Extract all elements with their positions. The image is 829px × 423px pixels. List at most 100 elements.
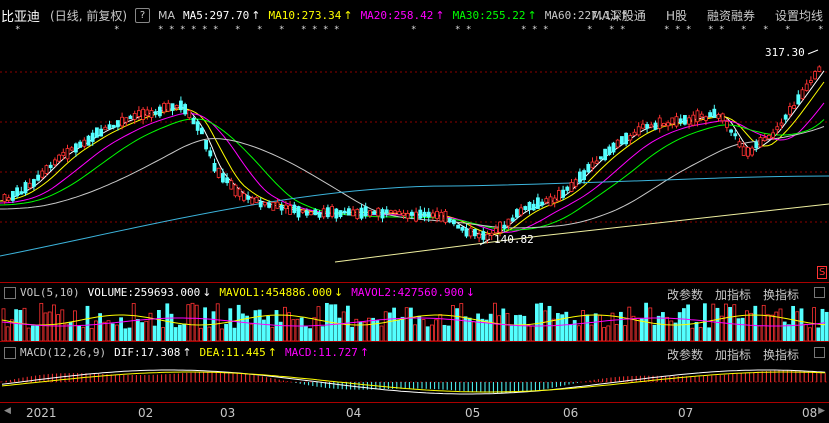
macd-edit-params-button[interactable]: 改参数 xyxy=(666,348,703,362)
volume-bar xyxy=(98,313,102,341)
volume-bar xyxy=(144,320,149,341)
scroll-left-icon[interactable]: ◀ xyxy=(4,406,11,416)
stock-name[interactable]: 比亚迪 xyxy=(1,9,41,25)
event-marker: * xyxy=(323,25,328,35)
scroll-right-icon[interactable]: ▶ xyxy=(818,406,825,416)
volume-bar xyxy=(795,311,800,341)
ma60-value: MA60:227.11 xyxy=(544,8,618,22)
candle-body xyxy=(435,211,440,219)
candle-body xyxy=(750,147,754,156)
volume-bar xyxy=(396,319,401,341)
candle-body xyxy=(271,201,276,211)
candle-body xyxy=(292,204,297,213)
volume-bar xyxy=(240,313,245,341)
tab-ma-settings[interactable]: 设置均线 xyxy=(774,9,823,23)
volume-bar xyxy=(518,314,522,341)
volume-add-indicator-button[interactable]: 加指标 xyxy=(714,288,751,302)
volume-title[interactable]: VOL(5,10) xyxy=(20,286,80,299)
event-marker: * xyxy=(334,25,339,35)
candle-body xyxy=(363,206,368,217)
volume-bar xyxy=(102,321,107,341)
volume-bar xyxy=(635,317,640,341)
candle-body xyxy=(2,194,7,202)
header-tabs: MA深股通 H股 融资融券 设置均线 xyxy=(591,7,823,24)
candle-body xyxy=(296,206,301,218)
volume-bar xyxy=(669,320,674,341)
ma-label[interactable]: MA xyxy=(158,8,176,22)
volume-bar xyxy=(60,309,65,341)
candle-body xyxy=(464,228,469,237)
period-label[interactable]: (日线, 前复权) xyxy=(50,8,128,23)
candle-body xyxy=(78,141,82,148)
volume-bar xyxy=(278,321,283,341)
volume-edit-params-button[interactable]: 改参数 xyxy=(666,288,703,302)
macd-switch-indicator-button[interactable]: 换指标 xyxy=(762,348,799,362)
candle-body xyxy=(632,131,637,136)
macd-collapse-icon[interactable] xyxy=(4,346,16,359)
candlestick-chart[interactable] xyxy=(0,36,829,282)
volume-bar xyxy=(623,325,627,341)
candle-body xyxy=(149,110,154,118)
candle-body xyxy=(775,126,780,131)
volume-bar xyxy=(404,307,409,341)
s-marker[interactable]: S xyxy=(817,266,828,279)
macd-add-indicator-button[interactable]: 加指标 xyxy=(714,348,751,362)
event-marker: * xyxy=(675,25,680,35)
candle-body xyxy=(758,137,763,148)
event-marker: * xyxy=(587,25,592,35)
volume-bar xyxy=(585,314,590,341)
candle-body xyxy=(426,211,431,218)
candle-body xyxy=(103,126,108,131)
volume-chart[interactable] xyxy=(0,300,829,341)
candle-body xyxy=(191,117,196,125)
volume-bar xyxy=(787,324,791,341)
tab-margin-trading[interactable]: 融资融券 xyxy=(706,9,755,23)
macd-chart[interactable] xyxy=(0,362,829,402)
candle-body xyxy=(531,203,536,211)
volume-bar xyxy=(68,321,73,341)
ma120-line xyxy=(0,175,829,257)
volume-switch-indicator-button[interactable]: 换指标 xyxy=(762,288,799,302)
volume-bar xyxy=(182,323,187,341)
candle-body xyxy=(313,209,318,216)
event-markers: * * * * * * * * * * * * * * * * * * * * * * * * * * * * * * * * * xyxy=(15,25,823,35)
candle-body xyxy=(691,114,696,126)
tab-hk-connect[interactable]: MA深股通 xyxy=(591,9,646,23)
candle-body xyxy=(6,197,11,201)
event-marker: * xyxy=(609,25,614,35)
volume-bar xyxy=(35,325,39,341)
candle-body xyxy=(594,160,599,164)
volume-bar xyxy=(177,324,182,341)
candle-body xyxy=(636,126,641,136)
volume-bar xyxy=(547,305,552,341)
volume-bar xyxy=(661,312,665,341)
volume-bar xyxy=(719,315,724,341)
event-marker: * xyxy=(169,25,174,35)
candle-body xyxy=(683,115,687,125)
chart-header: 比亚迪 (日线, 前复权) ? MA MA5:297.70 ↑ MA10:273… xyxy=(0,0,829,30)
volume-bar xyxy=(522,315,527,341)
volume-collapse-icon[interactable] xyxy=(4,286,16,299)
volume-bar xyxy=(400,316,405,341)
macd-title[interactable]: MACD(12,26,9) xyxy=(20,346,107,359)
volume-bar xyxy=(824,311,829,341)
volume-bar xyxy=(652,324,657,341)
volume-bar xyxy=(677,312,682,341)
tab-h-share[interactable]: H股 xyxy=(665,9,687,23)
candle-body xyxy=(32,179,36,187)
volume-bar xyxy=(316,306,321,341)
candle-body xyxy=(107,124,112,130)
help-button[interactable]: ? xyxy=(135,7,151,23)
event-marker: * xyxy=(411,25,416,35)
candle-body xyxy=(657,117,662,129)
dea-line xyxy=(1,371,826,393)
volume-bar xyxy=(816,327,821,341)
volume-bar xyxy=(715,307,720,341)
macd-actions: 改参数 加指标 换指标 xyxy=(667,346,799,363)
volume-close-icon[interactable] xyxy=(814,287,825,298)
volume-arrow-icon: ↓ xyxy=(202,286,212,299)
candle-body xyxy=(384,209,389,214)
volume-bar xyxy=(282,306,287,341)
macd-close-icon[interactable] xyxy=(814,347,825,358)
volume-bar xyxy=(455,308,460,341)
